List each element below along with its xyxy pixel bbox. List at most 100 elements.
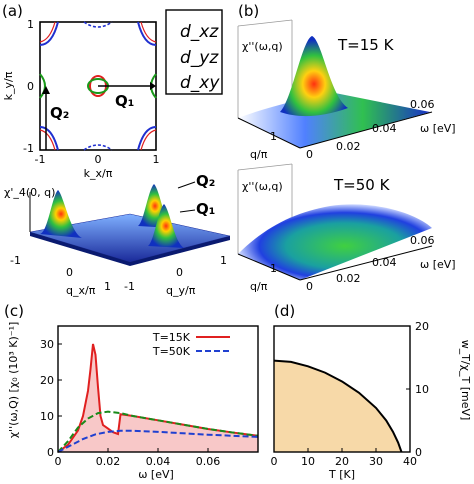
fs-xtick-0: 0: [95, 153, 102, 166]
q-tick-15k: 1: [270, 130, 277, 143]
fs-ylabel: k_y/π: [2, 71, 15, 100]
qx-tick-1: 1: [104, 280, 111, 293]
d-ytick-label: 20: [415, 320, 429, 333]
fs-xtick-neg1: -1: [35, 153, 46, 166]
q-label-15k: q/π: [250, 148, 268, 161]
spectrum-15k: χ''(ω,q) T=15 K 1 q/π 0 0.02 0.04 0.06 ω…: [237, 19, 456, 161]
fs-xlabel: k_x/π: [84, 167, 113, 180]
omega-label-15k: ω [eV]: [420, 122, 456, 135]
qx-tick-0: 0: [66, 266, 73, 279]
peak-q1-label: Q₁: [196, 200, 215, 218]
pocket-dxy-top: [83, 21, 113, 28]
susceptibility-surface: χ'_4(0, q) Q₂ Q₁ -1 0 1 -1 0 1 q_x/π q_y…: [4, 172, 231, 297]
vector-q2-label: Q₂: [50, 104, 69, 122]
axis50-omega: [299, 245, 433, 281]
vector-q2-arrow: [42, 86, 50, 94]
panel-a: (a) Q₁ Q₂: [2, 2, 231, 297]
c-ytick-label: 20: [40, 374, 54, 387]
d-xtick-label: 30: [369, 455, 383, 468]
pocket-dxy-bottom-right: [137, 126, 157, 151]
pocket-dxy-bottom-left: [39, 126, 59, 151]
pocket-dyz-top-right: [140, 21, 157, 43]
qy-tick-1: 1: [220, 254, 227, 267]
c-ytick-label: 0: [47, 446, 54, 459]
qy-label: q_y/π: [166, 284, 196, 297]
omega-tick-15k-3: 0.06: [410, 98, 435, 111]
panel-d-label: (d): [274, 302, 295, 320]
panel-a-label: (a): [2, 2, 23, 20]
omega-tick-15k-2: 0.04: [372, 122, 397, 135]
c-xtick-label: 0.02: [96, 455, 121, 468]
orbital-legend: d_xz d_yz d_xy: [165, 9, 223, 95]
panel-c-label: (c): [4, 302, 24, 320]
c-xtick-label: 0: [55, 455, 62, 468]
pocket-dyz-top-left: [39, 21, 56, 43]
qx-tick-neg1: -1: [10, 254, 21, 267]
spectrum-50k: χ''(ω,q) T=50 K 1 q/π 0 0.02 0.04 0.06 ω…: [237, 163, 456, 293]
d-xtick-label: 0: [271, 455, 278, 468]
omega-tick-50k-1: 0.02: [336, 272, 361, 285]
fs-ytick-0: 0: [27, 80, 34, 93]
peak-q1: [148, 204, 184, 248]
peak-q2-label: Q₂: [196, 172, 215, 190]
fermi-surface-plot: Q₁ Q₂ -1 0 1 1 0 -1 k_x/π k_y/π: [2, 18, 160, 180]
pocket-dyz-bottom-left: [39, 129, 56, 151]
c-xtick-label: 0.06: [196, 455, 221, 468]
panel-b-label: (b): [238, 2, 259, 20]
series-line-0: [57, 343, 259, 453]
c-xtick-label: 0.04: [146, 455, 171, 468]
q1-pointer: [179, 209, 196, 213]
panel-d-ylabel: w_T/χ_T [meV]: [459, 340, 472, 421]
q-tick-50k: 1: [270, 262, 277, 275]
surface-edge: [30, 232, 230, 266]
panel-c-ylabel: χ''(ω,Q) [χ₀ (10³ K)⁻¹]: [7, 322, 20, 439]
qy-tick-0: 0: [176, 266, 183, 279]
fs-xtick-1: 1: [153, 153, 160, 166]
q2-pointer: [177, 181, 196, 189]
d-xtick-label: 20: [335, 455, 349, 468]
zlabel-15k: χ''(ω,q): [242, 40, 283, 53]
zlabel-50k: χ''(ω,q): [242, 180, 283, 193]
vector-q1-label: Q₁: [115, 92, 134, 110]
legend-dyz: d_yz: [180, 48, 219, 68]
peak-left: [40, 190, 82, 238]
omega-tick-50k-0: 0: [306, 280, 313, 293]
line-wt: [273, 359, 403, 453]
qy-tick-neg1: -1: [124, 280, 135, 293]
c-ytick-label: 10: [40, 410, 54, 423]
box15-top-back: [237, 19, 293, 27]
omega-tick-50k-2: 0.04: [372, 256, 397, 269]
d-ytick-label: 0: [415, 446, 422, 459]
fs-ytick-1: 1: [27, 18, 34, 31]
omega-tick-15k-0: 0: [306, 148, 313, 161]
axis15-omega: [299, 111, 433, 149]
qx-label: q_x/π: [66, 284, 96, 297]
box50-top-back: [237, 163, 293, 171]
pocket-dyz-bottom-right: [140, 129, 157, 151]
surface-zlabel: χ'_4(0, q): [4, 186, 55, 199]
vector-q1-arrow: [150, 82, 156, 90]
panel-b: (b) χ''(ω,q) T=15 K 1 q/π 0 0.02 0.04 0.…: [237, 2, 456, 293]
panel-c-xlabel: ω [eV]: [138, 468, 174, 481]
area-wt: [274, 360, 402, 452]
fs-ytick-neg1: -1: [23, 142, 34, 155]
omega-tick-50k-3: 0.06: [410, 234, 435, 247]
pocket-dxy-top-left: [39, 21, 59, 46]
pocket-dxz-left: [39, 73, 46, 99]
legend-dxz: d_xz: [180, 22, 219, 42]
legend-box: [165, 9, 223, 95]
legend-dxy: d_xy: [180, 73, 220, 93]
c-legend-text: T=50K: [152, 345, 191, 358]
d-xtick-label: 10: [301, 455, 315, 468]
axis50-q: [237, 253, 301, 281]
pocket-dxy-top-right: [137, 21, 157, 46]
d-ytick-label: 10: [415, 383, 429, 396]
series-line-1: [57, 410, 259, 453]
surface-50k: [238, 204, 432, 280]
q-label-50k: q/π: [250, 280, 268, 293]
